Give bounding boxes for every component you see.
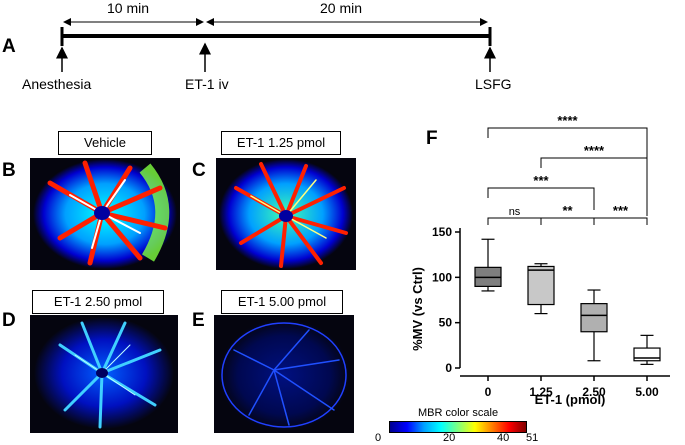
significance-label: **** (557, 113, 578, 128)
x-tick-label: 1.25 (529, 385, 553, 399)
colorbar-title: MBR color scale (418, 407, 499, 419)
y-tick-label: 0 (445, 361, 452, 375)
box-iqr (580, 303, 608, 333)
colorbar-tick-0: 0 (375, 432, 382, 444)
event2-label: ET-1 iv (185, 76, 229, 92)
x-axis-label: ET-1 (pmol) (535, 392, 606, 407)
event3-label: LSFG (475, 76, 512, 92)
significance-bracket (487, 217, 542, 225)
event1-label: Anesthesia (22, 76, 92, 92)
et1-125-label: ET-1 1.25 pmol (221, 131, 341, 155)
et1-250-label: ET-1 2.50 pmol (32, 290, 164, 314)
x-tick-label: 0 (485, 385, 492, 399)
x-tick-label: 2.50 (582, 385, 606, 399)
significance-bracket (540, 217, 595, 225)
colorbar-tick-51: 51 (526, 432, 539, 444)
panel-letter-a: A (2, 36, 16, 57)
significance-bracket (487, 127, 648, 216)
y-tick-label: 50 (439, 316, 453, 330)
panel-letter-c: C (192, 160, 206, 181)
significance-label: ** (562, 203, 573, 218)
timeline-diagram (56, 18, 496, 72)
significance-label: *** (613, 203, 629, 218)
panel-letter-e: E (192, 310, 205, 331)
et1-250-image (30, 315, 178, 433)
colorbar-strip (389, 421, 527, 433)
colorbar-tick-40: 40 (497, 432, 510, 444)
colorbar-tick-20: 20 (443, 432, 456, 444)
significance-label: ns (509, 206, 521, 218)
boxplot-chart: %MV (vs Ctrl) ET-1 (pmol) 0 50 100 150 0 1.25… (410, 113, 670, 407)
interval1-label: 10 min (107, 0, 150, 16)
vehicle-label: Vehicle (58, 131, 152, 155)
significance-bracket (593, 217, 648, 225)
box-iqr (633, 347, 661, 362)
interval2-label: 20 min (320, 0, 363, 16)
panel-letter-d: D (2, 310, 16, 331)
x-tick-label: 5.00 (635, 385, 659, 399)
panel-letter-b: B (2, 160, 16, 181)
significance-label: *** (533, 173, 549, 188)
y-axis-label: %MV (vs Ctrl) (410, 267, 425, 351)
et1-500-image (214, 315, 354, 433)
box-iqr (527, 265, 555, 306)
panel-letter-f: F (426, 128, 438, 149)
significance-label: **** (584, 143, 605, 158)
et1-125-image (216, 158, 356, 270)
y-tick-label: 150 (432, 225, 452, 239)
significance-bracket (487, 187, 595, 210)
et1-500-label: ET-1 5.00 pmol (221, 290, 343, 314)
vehicle-image (30, 158, 180, 270)
y-tick-label: 100 (432, 270, 452, 284)
